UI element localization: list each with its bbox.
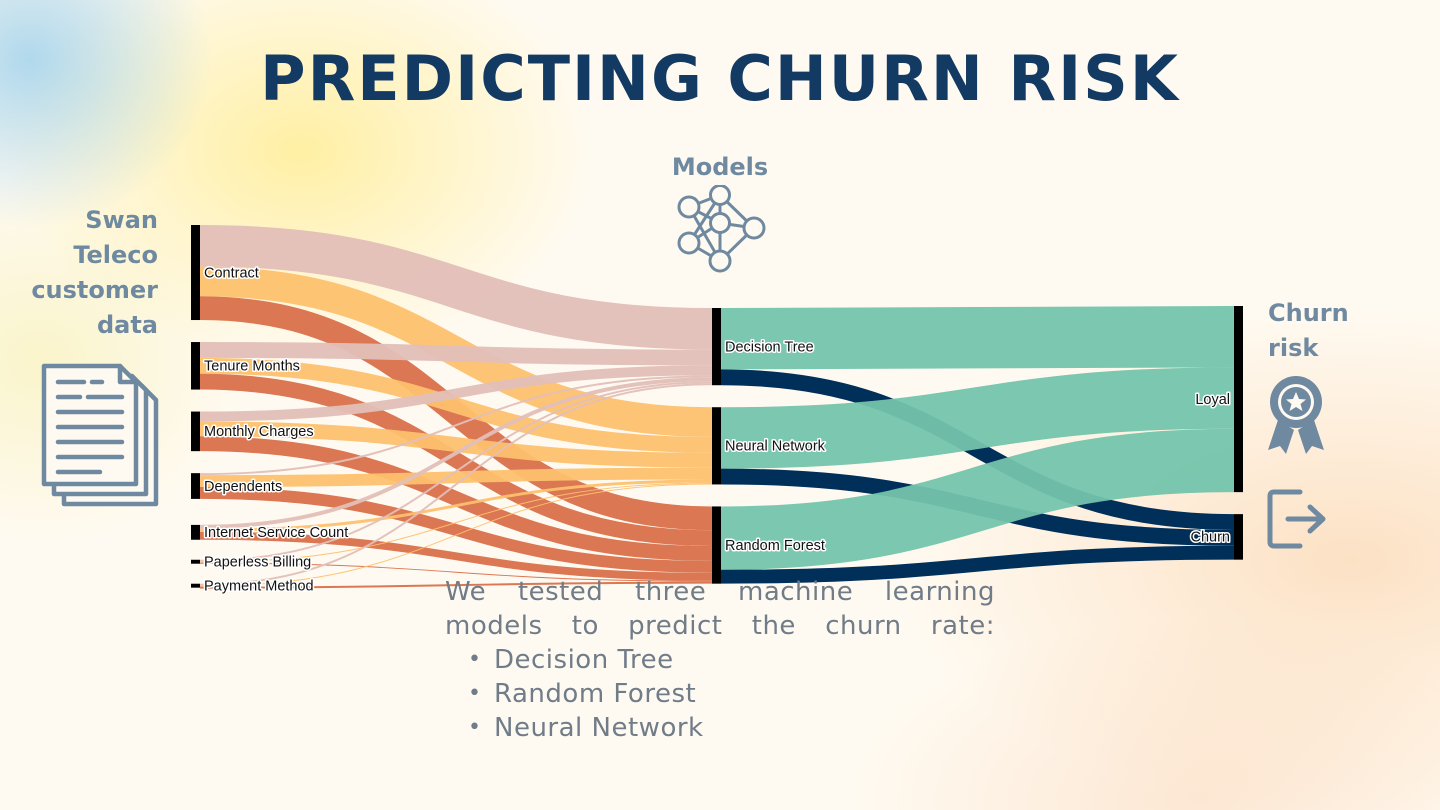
model-list-item: Neural Network [468, 711, 704, 745]
sankey-link-tenure-rf [199, 373, 713, 547]
sankey-labels: Contract Tenure Months Monthly Charges Depe… [203, 264, 1232, 596]
sankey-link-monthly-nn [199, 421, 713, 468]
sankey-link-internet-nn [199, 479, 713, 532]
sankey-link-paperless-nn [199, 482, 713, 563]
churn-risk-heading-line: Churn [1268, 299, 1349, 327]
sankey-node-dependents [191, 473, 200, 499]
sankey-links [199, 225, 1235, 589]
sankey-node-rf [712, 506, 721, 584]
sankey-link-paperless-rf [199, 562, 713, 582]
neural-network-icon [677, 185, 766, 273]
customer-data-heading-line: Swan [85, 206, 158, 234]
sankey-link-monthly-rf [199, 436, 713, 561]
sankey-node-label-churn: Churn [1191, 530, 1231, 546]
models-heading: Models [671, 153, 769, 181]
sankey-node-label-contract: Contract [204, 265, 259, 281]
churn-risk-heading-line: risk [1268, 334, 1319, 362]
customer-data-heading-line: customer [31, 276, 158, 304]
sign-out-icon [1267, 489, 1326, 549]
sankey-node-label-tenure: Tenure Months [204, 359, 300, 375]
sankey-link-dt-churn [720, 369, 1235, 530]
sankey-node-loyal [1234, 306, 1243, 493]
sankey-link-tenure-nn [199, 357, 713, 453]
model-list-item: Random Forest [468, 677, 704, 711]
sankey-node-internet [191, 524, 200, 540]
customer-data-heading-line: Teleco [73, 241, 158, 269]
sankey-link-contract-dt [199, 225, 713, 350]
sankey-node-payment [191, 583, 200, 588]
sankey-nodes [191, 225, 1243, 588]
churn-risk-heading: Churn risk [1268, 296, 1378, 366]
sankey-node-label-monthly: Monthly Charges [204, 424, 314, 440]
sankey-node-nn [712, 407, 721, 485]
sankey-node-label-internet: Internet Service Count [204, 525, 348, 541]
sankey-link-paperless-dt [199, 381, 713, 562]
sankey-node-monthly [191, 411, 200, 452]
award-ribbon-icon [1268, 376, 1324, 454]
sankey-node-label-payment: Payment Method [204, 579, 314, 595]
customer-data-heading: Swan Teleco customer data [20, 203, 158, 343]
sankey-link-payment-rf [199, 581, 713, 589]
sankey-node-label-dependents: Dependents [204, 479, 282, 495]
sankey-link-internet-dt [199, 377, 713, 529]
sankey-link-payment-nn [199, 483, 713, 587]
sankey-node-label-nn: Neural Network [725, 439, 826, 455]
model-list: Decision Tree Random Forest Neural Netwo… [468, 643, 704, 745]
sankey-link-monthly-dt [199, 365, 713, 422]
sankey-link-dependents-rf [199, 487, 713, 573]
page-title: PREDICTING CHURN RISK [260, 42, 1180, 115]
sankey-node-label-dt: Decision Tree [725, 339, 814, 355]
sankey-link-payment-dt [199, 383, 713, 586]
sankey-link-nn-loyal [720, 367, 1235, 469]
sankey-link-dt-loyal [720, 306, 1235, 370]
documents-icon [41, 363, 159, 507]
sankey-node-label-rf: Random Forest [725, 538, 825, 554]
sankey-link-dependents-nn [199, 467, 713, 488]
sankey-node-dt [712, 308, 721, 386]
sankey-node-label-loyal: Loyal [1195, 392, 1230, 408]
sankey-link-internet-rf [199, 531, 713, 581]
sankey-node-contract [191, 225, 200, 321]
description-text: We tested three machine learning models … [445, 577, 995, 641]
sankey-node-label-paperless: Paperless Billing [204, 555, 311, 571]
sankey-link-rf-loyal [720, 428, 1235, 570]
sankey-node-churn [1234, 514, 1243, 560]
sankey-link-rf-churn [720, 545, 1235, 584]
customer-data-heading-line: data [96, 311, 158, 339]
model-list-item: Decision Tree [468, 643, 704, 677]
sankey-link-dependents-dt [199, 375, 713, 476]
sankey-node-paperless [191, 559, 200, 564]
sankey-node-tenure [191, 342, 200, 390]
sankey-link-tenure-dt [199, 342, 713, 366]
